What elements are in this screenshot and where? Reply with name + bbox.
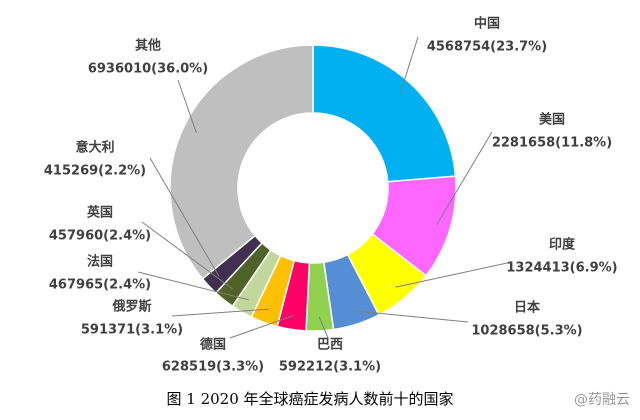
slice-name: 德国 [200,337,226,353]
value-label: 1324413(6.9%) [506,261,617,276]
slice-name: 中国 [474,16,500,32]
value-label: 415269(2.2%) [44,164,146,179]
slice-name: 美国 [539,112,565,128]
donut-slice [312,44,457,183]
slice-name: 意大利 [75,140,114,156]
slice-name: 其他 [135,38,161,54]
value-label: 1028658(5.3%) [471,324,582,339]
slice-name: 巴西 [317,338,343,353]
leader-line [318,316,329,339]
slice-name: 印度 [549,237,576,253]
value-label: 4568754(23.7%) [427,40,547,55]
value-label: 6936010(36.0%) [88,62,208,77]
slice-name: 英国 [86,205,113,221]
watermark: @药融云 [574,392,630,408]
leader-line [137,271,249,301]
leader-line [171,308,269,317]
value-label: 467965(2.4%) [49,278,151,293]
slice-name: 法国 [87,254,113,270]
leader-line [399,36,419,94]
value-label: 628519(3.3%) [162,360,264,375]
leader-line [395,261,513,288]
leader-line [141,221,233,290]
slice-name: 日本 [514,300,540,316]
value-label: 2281658(11.8%) [492,136,612,151]
leader-line [436,131,493,225]
leader-line [229,315,294,339]
value-label: 457960(2.4%) [49,229,151,244]
slice-name: 俄罗斯 [111,299,151,315]
value-label: 592212(3.1%) [279,360,381,375]
donut-slice [169,44,314,280]
leader-line [352,310,469,323]
leader-line [177,79,197,134]
leader-line [149,157,220,277]
value-label: 591371(3.1%) [81,323,183,338]
caption: 图 1 2020 年全球癌症发病人数前十的国家 [166,390,453,408]
